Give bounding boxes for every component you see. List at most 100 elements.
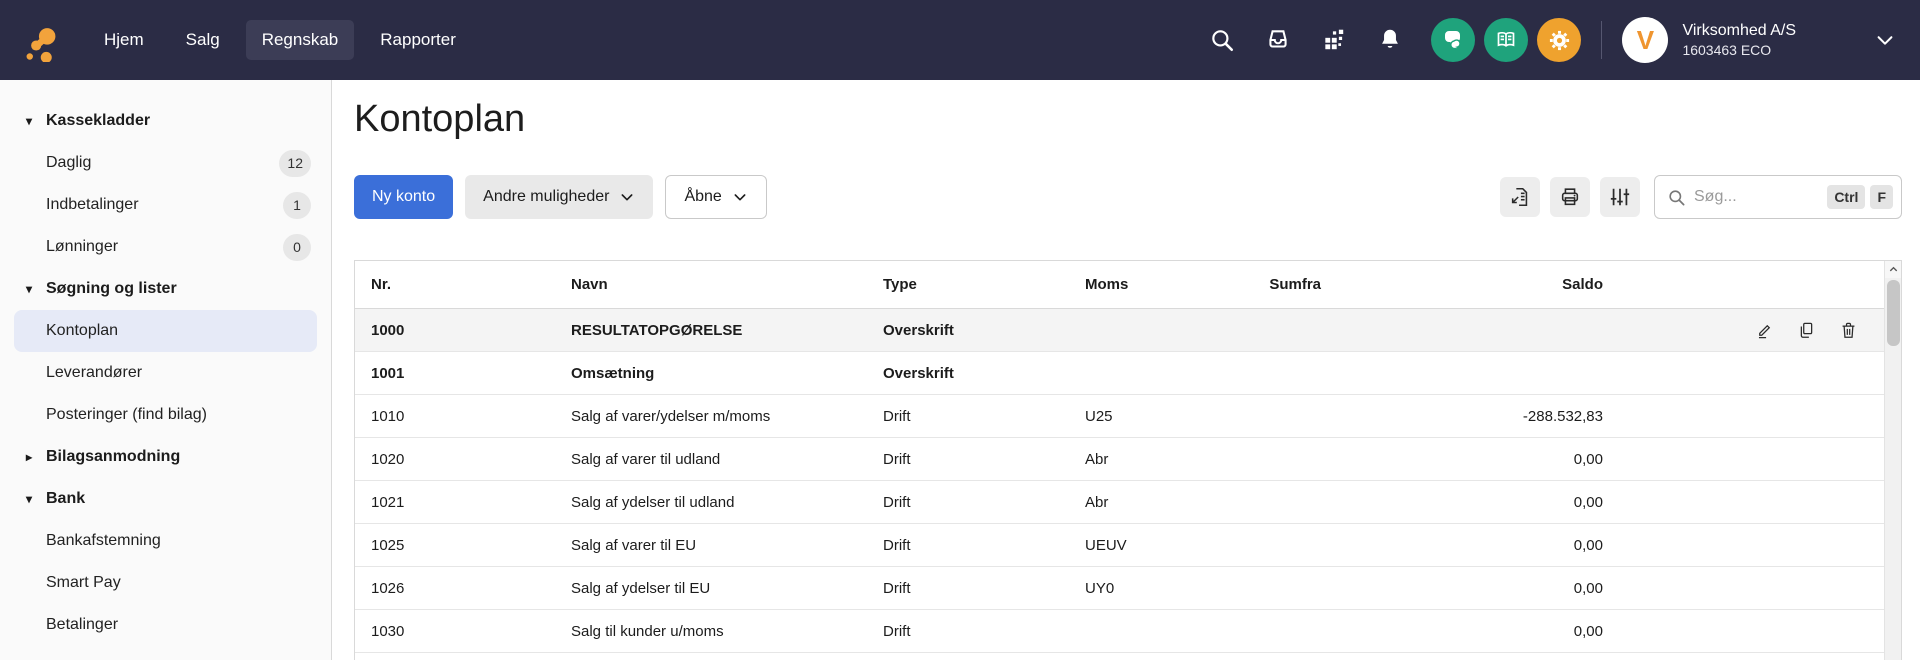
inbox-icon[interactable]	[1265, 27, 1291, 53]
bell-icon[interactable]	[1377, 27, 1403, 53]
cell-saldo: -288.532,83	[1321, 408, 1603, 425]
column-header-navn[interactable]: Navn	[571, 276, 883, 293]
nav-item-rapporter[interactable]: Rapporter	[364, 20, 472, 60]
print-button[interactable]	[1550, 177, 1590, 217]
new-account-button[interactable]: Ny konto	[354, 175, 453, 219]
trash-icon[interactable]	[1839, 321, 1858, 340]
company-avatar[interactable]: V	[1622, 17, 1668, 63]
toolbar-right: Ctrl F	[1490, 175, 1902, 219]
cell-navn: Omsætning	[571, 365, 883, 382]
company-name: Virksomhed A/S	[1682, 21, 1796, 41]
table-row-1030[interactable]: 1030 Salg til kunder u/moms Drift 0,00	[355, 610, 1884, 653]
print-icon	[1559, 186, 1581, 208]
shortcut-ctrl-key: Ctrl	[1827, 185, 1865, 209]
export-button[interactable]	[1500, 177, 1540, 217]
apps-grid-icon[interactable]	[1321, 27, 1347, 53]
section-toggle-icon: ▾	[26, 114, 46, 128]
column-header-saldo[interactable]: Saldo	[1321, 276, 1603, 293]
table-row-1021[interactable]: 1021 Salg af ydelser til udland Drift Ab…	[355, 481, 1884, 524]
column-header-sumfra[interactable]: Sumfra	[1181, 276, 1321, 293]
sidebar-item-label: Lønninger	[46, 238, 118, 256]
sidebar-item-leverandører[interactable]: Leverandører	[14, 352, 317, 394]
sidebar-item-label: Betalinger	[46, 616, 118, 634]
sidebar-item-indbetalinger[interactable]: Indbetalinger 1	[14, 184, 317, 226]
column-settings-button[interactable]	[1600, 177, 1640, 217]
table-row-1000[interactable]: 1000 RESULTATOPGØRELSE Overskrift	[355, 309, 1884, 352]
table-row-1020[interactable]: 1020 Salg af varer til udland Drift Abr …	[355, 438, 1884, 481]
cell-saldo: 0,00	[1321, 623, 1603, 640]
sidebar-item-kontoplan[interactable]: Kontoplan	[14, 310, 317, 352]
table-row-1025[interactable]: 1025 Salg af varer til EU Drift UEUV 0,0…	[355, 524, 1884, 567]
chat-button[interactable]	[1431, 18, 1475, 62]
scrollbar-thumb[interactable]	[1887, 280, 1900, 346]
column-header-nr[interactable]: Nr.	[371, 276, 571, 293]
cell-type: Drift	[883, 580, 1085, 597]
scroll-up-icon[interactable]	[1885, 261, 1901, 278]
sidebar-section-søgning-og-lister[interactable]: ▾ Søgning og lister	[0, 268, 331, 310]
cell-nr: 1001	[371, 365, 571, 382]
help-book-button[interactable]	[1484, 18, 1528, 62]
table-body: 1000 RESULTATOPGØRELSE Overskrift	[355, 309, 1884, 653]
shortcut-f-key: F	[1870, 185, 1893, 209]
sidebar-item-label: Leverandører	[46, 364, 142, 382]
cell-navn: Salg af ydelser til EU	[571, 580, 883, 597]
sidebar-item-betalinger[interactable]: Betalinger	[14, 604, 317, 646]
cell-type: Drift	[883, 408, 1085, 425]
section-toggle-icon: ▾	[26, 282, 46, 296]
cell-moms: UY0	[1085, 580, 1181, 597]
sidebar-section-label: Søgning og lister	[46, 280, 177, 298]
visma-logo-icon[interactable]	[16, 18, 60, 62]
copy-icon[interactable]	[1797, 321, 1816, 340]
cell-nr: 1010	[371, 408, 571, 425]
main-content: Kontoplan Ny konto Andre muligheder Åbne	[332, 80, 1920, 660]
table-row-1026[interactable]: 1026 Salg af ydelser til EU Drift UY0 0,…	[355, 567, 1884, 610]
open-filter-button[interactable]: Åbne	[665, 175, 766, 219]
company-info[interactable]: Virksomhed A/S 1603463 ECO	[1682, 21, 1796, 59]
table-row-1010[interactable]: 1010 Salg af varer/ydelser m/moms Drift …	[355, 395, 1884, 438]
more-options-button[interactable]: Andre muligheder	[465, 175, 653, 219]
cell-navn: Salg af varer til EU	[571, 537, 883, 554]
nav-item-salg[interactable]: Salg	[170, 20, 236, 60]
sidebar-item-smart-pay[interactable]: Smart Pay	[14, 562, 317, 604]
sidebar-section-bilagsanmodning[interactable]: ▸ Bilagsanmodning	[0, 436, 331, 478]
column-header-type[interactable]: Type	[883, 276, 1085, 293]
cell-nr: 1000	[371, 322, 571, 339]
section-toggle-icon: ▾	[26, 492, 46, 506]
page-title: Kontoplan	[354, 98, 1902, 141]
sidebar-section-bank[interactable]: ▾ Bank	[0, 478, 331, 520]
sidebar-section-label: Kassekladder	[46, 112, 150, 130]
cell-moms: U25	[1085, 408, 1181, 425]
search-icon[interactable]	[1209, 27, 1235, 53]
cell-moms: Abr	[1085, 451, 1181, 468]
chevron-down-icon	[619, 189, 635, 205]
sliders-icon	[1609, 186, 1631, 208]
table-row-1001[interactable]: 1001 Omsætning Overskrift	[355, 352, 1884, 395]
cell-nr: 1021	[371, 494, 571, 511]
cell-navn: Salg af varer/ydelser m/moms	[571, 408, 883, 425]
search-input[interactable]	[1694, 188, 1822, 206]
main-nav: Hjem Salg Regnskab Rapporter	[88, 20, 472, 60]
table-search: Ctrl F	[1654, 175, 1902, 219]
chevron-down-icon[interactable]	[1874, 29, 1896, 51]
cell-moms: UEUV	[1085, 537, 1181, 554]
sidebar-item-label: Smart Pay	[46, 574, 121, 592]
nav-item-regnskab[interactable]: Regnskab	[246, 20, 355, 60]
cell-nr: 1030	[371, 623, 571, 640]
table-scrollbar[interactable]	[1884, 261, 1901, 660]
sidebar-item-label: Posteringer (find bilag)	[46, 406, 207, 424]
sidebar-item-posteringer-find-bilag[interactable]: Posteringer (find bilag)	[14, 394, 317, 436]
nav-item-hjem[interactable]: Hjem	[88, 20, 160, 60]
cell-nr: 1026	[371, 580, 571, 597]
accounts-table: Nr. Navn Type Moms Sumfra Saldo 1000 RES…	[354, 260, 1902, 660]
sidebar-item-lønninger[interactable]: Lønninger 0	[14, 226, 317, 268]
cell-type: Drift	[883, 494, 1085, 511]
edit-icon[interactable]	[1755, 321, 1774, 340]
sidebar-item-bankafstemning[interactable]: Bankafstemning	[14, 520, 317, 562]
sidebar-section-label: Bilagsanmodning	[46, 448, 180, 466]
sidebar-item-daglig[interactable]: Daglig 12	[14, 142, 317, 184]
sidebar-section-kassekladder[interactable]: ▾ Kassekladder	[0, 100, 331, 142]
cell-saldo: 0,00	[1321, 537, 1603, 554]
settings-button[interactable]	[1537, 18, 1581, 62]
column-header-moms[interactable]: Moms	[1085, 276, 1181, 293]
cell-navn: Salg af varer til udland	[571, 451, 883, 468]
